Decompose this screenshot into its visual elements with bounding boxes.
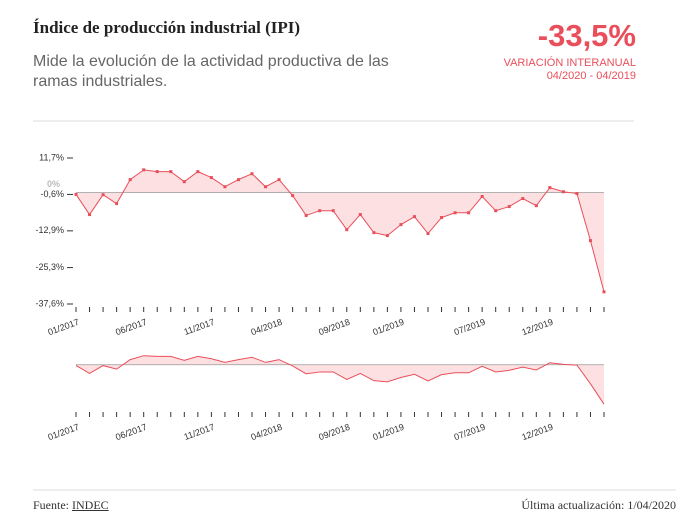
- x-tick-label: 12/2019: [520, 422, 554, 443]
- marker: [602, 290, 606, 294]
- x-tick-label: 07/2019: [453, 422, 487, 443]
- title: Índice de producción industrial (IPI): [33, 18, 301, 37]
- subtitle: Mide la evolución de la actividad produc…: [33, 53, 389, 90]
- marker: [548, 186, 552, 190]
- x-tick-label: 09/2018: [317, 422, 351, 443]
- updated: Última actualización: 1/04/2020: [521, 498, 676, 512]
- headline-value: -33,5%: [537, 18, 636, 53]
- source: Fuente: INDEC: [33, 498, 109, 513]
- y-tick-label: -12,9%: [35, 225, 64, 235]
- marker: [426, 232, 430, 236]
- source-link[interactable]: INDEC: [72, 498, 109, 512]
- marker: [467, 211, 471, 215]
- line: [75, 355, 605, 405]
- marker: [399, 223, 403, 227]
- marker: [223, 185, 227, 189]
- marker: [534, 204, 538, 208]
- marker: [412, 215, 416, 219]
- marker: [588, 239, 592, 243]
- marker: [385, 234, 389, 238]
- area: [76, 169, 604, 292]
- x-tick-label: 07/2019: [453, 317, 487, 338]
- x-tick-label: 12/2019: [520, 317, 554, 338]
- zero-label: 0%: [47, 179, 60, 189]
- x-tick-label: 11/2017: [183, 422, 216, 442]
- marker: [507, 205, 511, 209]
- x-tick-label: 09/2018: [317, 317, 351, 338]
- x-tick-label: 01/2019: [371, 317, 405, 338]
- marker: [115, 202, 119, 206]
- marker: [453, 211, 457, 215]
- x-tick-label: 11/2017: [183, 317, 216, 337]
- marker: [142, 168, 146, 172]
- x-tick-label: 06/2017: [114, 422, 148, 443]
- marker: [575, 192, 579, 196]
- marker: [372, 231, 376, 235]
- x-tick-label: 01/2017: [46, 317, 80, 338]
- marker: [277, 178, 281, 182]
- marker: [196, 170, 200, 174]
- marker: [250, 172, 254, 176]
- marker: [480, 194, 484, 198]
- marker: [331, 209, 335, 213]
- source-label: Fuente:: [33, 498, 69, 512]
- marker: [318, 209, 322, 213]
- marker: [291, 194, 295, 198]
- marker: [74, 192, 78, 196]
- y-tick-label: -0,6%: [40, 189, 64, 199]
- marker: [128, 178, 132, 182]
- marker: [101, 193, 105, 197]
- headline-caption: VARIACIÓN INTERANUAL 04/2020 - 04/2019: [503, 57, 636, 82]
- area: [76, 355, 604, 405]
- x-tick-label: 06/2017: [114, 317, 148, 338]
- y-tick-label: -37,6%: [35, 298, 64, 308]
- marker: [494, 209, 498, 213]
- x-tick-label: 01/2017: [46, 422, 80, 443]
- x-tick-label: 01/2019: [371, 422, 405, 443]
- marker: [358, 213, 362, 217]
- marker: [88, 213, 92, 217]
- line: [75, 169, 605, 292]
- y-tick-label: -25,3%: [35, 262, 64, 272]
- marker: [209, 176, 213, 180]
- marker: [155, 170, 159, 174]
- marker: [264, 185, 268, 189]
- marker: [304, 213, 308, 217]
- marker: [440, 216, 444, 220]
- marker: [182, 180, 186, 184]
- x-tick-label: 04/2018: [250, 317, 284, 338]
- marker: [169, 170, 173, 174]
- x-tick-label: 04/2018: [250, 422, 284, 443]
- marker: [521, 197, 525, 201]
- y-tick-label: 11,7%: [39, 152, 64, 162]
- marker: [345, 228, 349, 232]
- marker: [236, 178, 240, 182]
- marker: [561, 190, 565, 194]
